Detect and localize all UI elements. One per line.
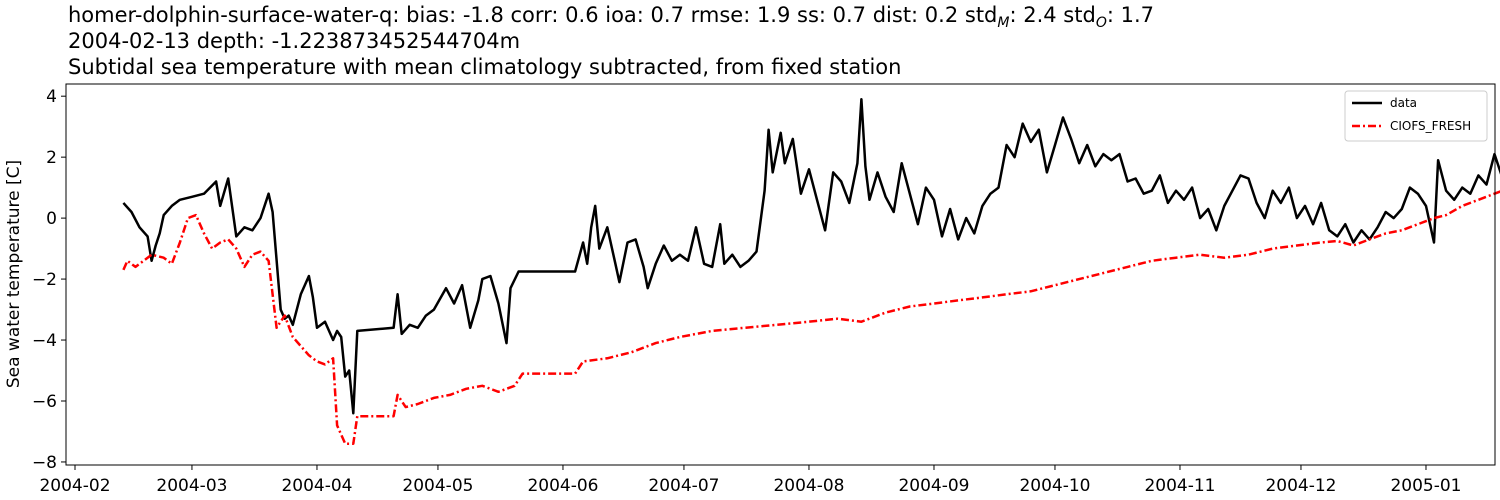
plot-lines (122, 97, 1500, 445)
x-tick-label: 2004-08 (773, 476, 844, 496)
x-tick-label: 2004-05 (402, 476, 473, 496)
x-tick-label: 2005-01 (1390, 476, 1461, 496)
y-tick-label: −2 (32, 270, 57, 290)
y-tick-label: 4 (46, 87, 57, 107)
x-tick-label: 2004-10 (1019, 476, 1090, 496)
x-tick-label: 2004-12 (1265, 476, 1336, 496)
y-tick-label: 2 (46, 148, 57, 168)
series-line-ciofs-fresh (122, 190, 1500, 445)
legend-label-data: data (1390, 96, 1417, 110)
chart-title-line2: 2004-02-13 depth: -1.223873452544704m (68, 29, 521, 53)
chart-title-block: homer-dolphin-surface-water-q: bias: -1.… (68, 2, 1154, 80)
x-tick-label: 2004-11 (1144, 476, 1215, 496)
x-tick-label: 2004-03 (156, 476, 227, 496)
x-tick-label: 2004-02 (39, 476, 110, 496)
chart-title-line3: Subtidal sea temperature with mean clima… (68, 55, 902, 79)
x-tick-label: 2004-04 (281, 476, 352, 496)
y-tick-label: −4 (32, 331, 57, 351)
y-axis: −8 −6 −4 −2 0 2 4 (32, 87, 66, 473)
chart-title-line1: homer-dolphin-surface-water-q: bias: -1.… (68, 3, 1154, 32)
x-tick-label: 2004-06 (527, 476, 598, 496)
x-axis: 2004-02 2004-03 2004-04 2004-05 2004-06 2004-… (39, 465, 1461, 496)
x-tick-label: 2004-07 (648, 476, 719, 496)
x-tick-label: 2004-09 (898, 476, 969, 496)
y-tick-label: 0 (46, 209, 57, 229)
series-line-data (122, 97, 1500, 415)
legend-label-model: CIOFS_FRESH (1390, 119, 1471, 133)
y-tick-label: −8 (32, 453, 57, 473)
legend: data CIOFS_FRESH (1344, 90, 1488, 142)
plot-frame (65, 83, 1496, 466)
y-axis-label: Sea water temperature [C] (4, 160, 24, 388)
y-tick-label: −6 (32, 392, 57, 412)
